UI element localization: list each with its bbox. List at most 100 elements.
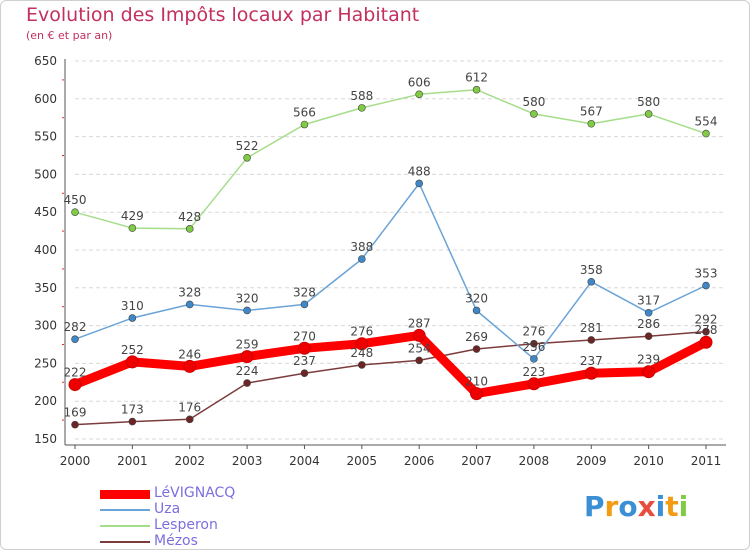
data-point [527, 377, 541, 391]
data-label: 580 [522, 95, 545, 109]
x-tick-label: 2004 [289, 454, 320, 468]
x-tick-label: 2008 [519, 454, 550, 468]
data-label: 276 [522, 325, 545, 339]
logo-letter: o [618, 490, 638, 523]
data-point [243, 153, 251, 162]
data-label: 269 [465, 330, 488, 344]
data-label: 428 [178, 210, 201, 224]
series-lines [70, 88, 711, 426]
data-point [185, 225, 194, 233]
data-point [584, 366, 598, 380]
data-point [472, 306, 481, 315]
data-label: 210 [465, 375, 488, 389]
x-tick-label: 2010 [633, 454, 664, 468]
logo-letter: i [655, 490, 666, 523]
x-tick-label: 2005 [347, 454, 378, 468]
data-point [644, 332, 653, 340]
logo-letter: r [604, 490, 619, 523]
data-point [185, 415, 194, 424]
series-line-mézos [74, 330, 707, 426]
data-label: 612 [465, 71, 488, 85]
data-label: 169 [64, 406, 87, 420]
data-point [358, 361, 366, 369]
data-point [355, 337, 369, 351]
y-tick-label: 350 [34, 281, 57, 295]
data-label: 328 [293, 285, 316, 299]
data-point [644, 110, 653, 118]
data-point [530, 339, 538, 348]
data-point [472, 85, 481, 94]
x-tick-label: 2000 [60, 454, 91, 468]
data-label: 450 [64, 193, 87, 207]
x-tick-label: 2007 [461, 454, 492, 468]
data-label: 276 [350, 325, 373, 339]
x-axis-ticks: 2000 2001 2002 2003 2004 2005 2006 2007 2008 2009… [60, 445, 722, 468]
data-point [587, 336, 596, 344]
y-tick-label: 550 [34, 130, 57, 144]
data-label: 317 [637, 294, 660, 308]
data-point [587, 277, 596, 286]
axes [64, 59, 726, 446]
chart-title: Evolution des Impôts locaux par Habitant [26, 4, 420, 26]
data-label: 173 [121, 403, 144, 417]
data-label: 588 [350, 89, 373, 103]
series-points [68, 85, 713, 429]
data-label: 248 [350, 346, 373, 360]
data-label: 223 [522, 365, 545, 379]
data-point [642, 365, 656, 379]
data-point [297, 341, 311, 355]
data-point [128, 314, 137, 322]
data-label: 488 [408, 164, 431, 178]
data-point [243, 306, 251, 315]
logo-letter: t [665, 490, 679, 523]
proxiti-logo: Proxiti [584, 490, 688, 523]
data-point [125, 355, 139, 369]
y-tick-label: 600 [34, 92, 57, 106]
data-point [71, 420, 79, 429]
y-tick-label: 150 [34, 432, 57, 446]
data-label: 287 [408, 316, 431, 330]
data-label: 292 [695, 313, 718, 327]
data-label: 224 [236, 364, 259, 378]
data-point [243, 379, 251, 387]
legend-swatch [100, 509, 150, 511]
y-tick-label: 450 [34, 205, 57, 219]
data-label: 176 [178, 400, 201, 414]
series-line-uza [74, 182, 707, 360]
x-tick-label: 2003 [232, 454, 263, 468]
data-label: 246 [178, 347, 201, 361]
series-line-lévignacq [70, 330, 711, 399]
data-point [530, 355, 538, 363]
data-point [587, 119, 596, 128]
x-tick-label: 2002 [174, 454, 205, 468]
data-point [71, 208, 79, 216]
data-label: 580 [637, 95, 660, 109]
grid-lines [75, 60, 726, 440]
legend-swatch [100, 490, 150, 499]
data-label: 429 [121, 209, 144, 223]
data-label: 606 [408, 75, 431, 89]
x-tick-label: 2011 [691, 454, 722, 468]
chart-subtitle: (en € et par an) [26, 29, 113, 42]
logo-letter: i [678, 490, 689, 523]
legend-label: Lesperon [154, 517, 218, 533]
data-label: 522 [236, 139, 259, 153]
data-point [699, 335, 713, 349]
data-label: 566 [293, 106, 316, 120]
data-point [470, 387, 484, 401]
data-label: 554 [695, 115, 718, 129]
data-label: 252 [121, 343, 144, 357]
data-point [185, 300, 194, 309]
data-point [358, 255, 366, 263]
data-label: 353 [695, 267, 718, 281]
data-point [702, 281, 710, 290]
logo-letter: P [584, 490, 605, 523]
data-label: 320 [236, 291, 259, 305]
data-point [644, 308, 653, 317]
data-label: 328 [178, 285, 201, 299]
data-label: 358 [580, 263, 603, 277]
data-point [415, 179, 423, 188]
legend-swatch [100, 541, 150, 543]
data-point [412, 328, 426, 342]
